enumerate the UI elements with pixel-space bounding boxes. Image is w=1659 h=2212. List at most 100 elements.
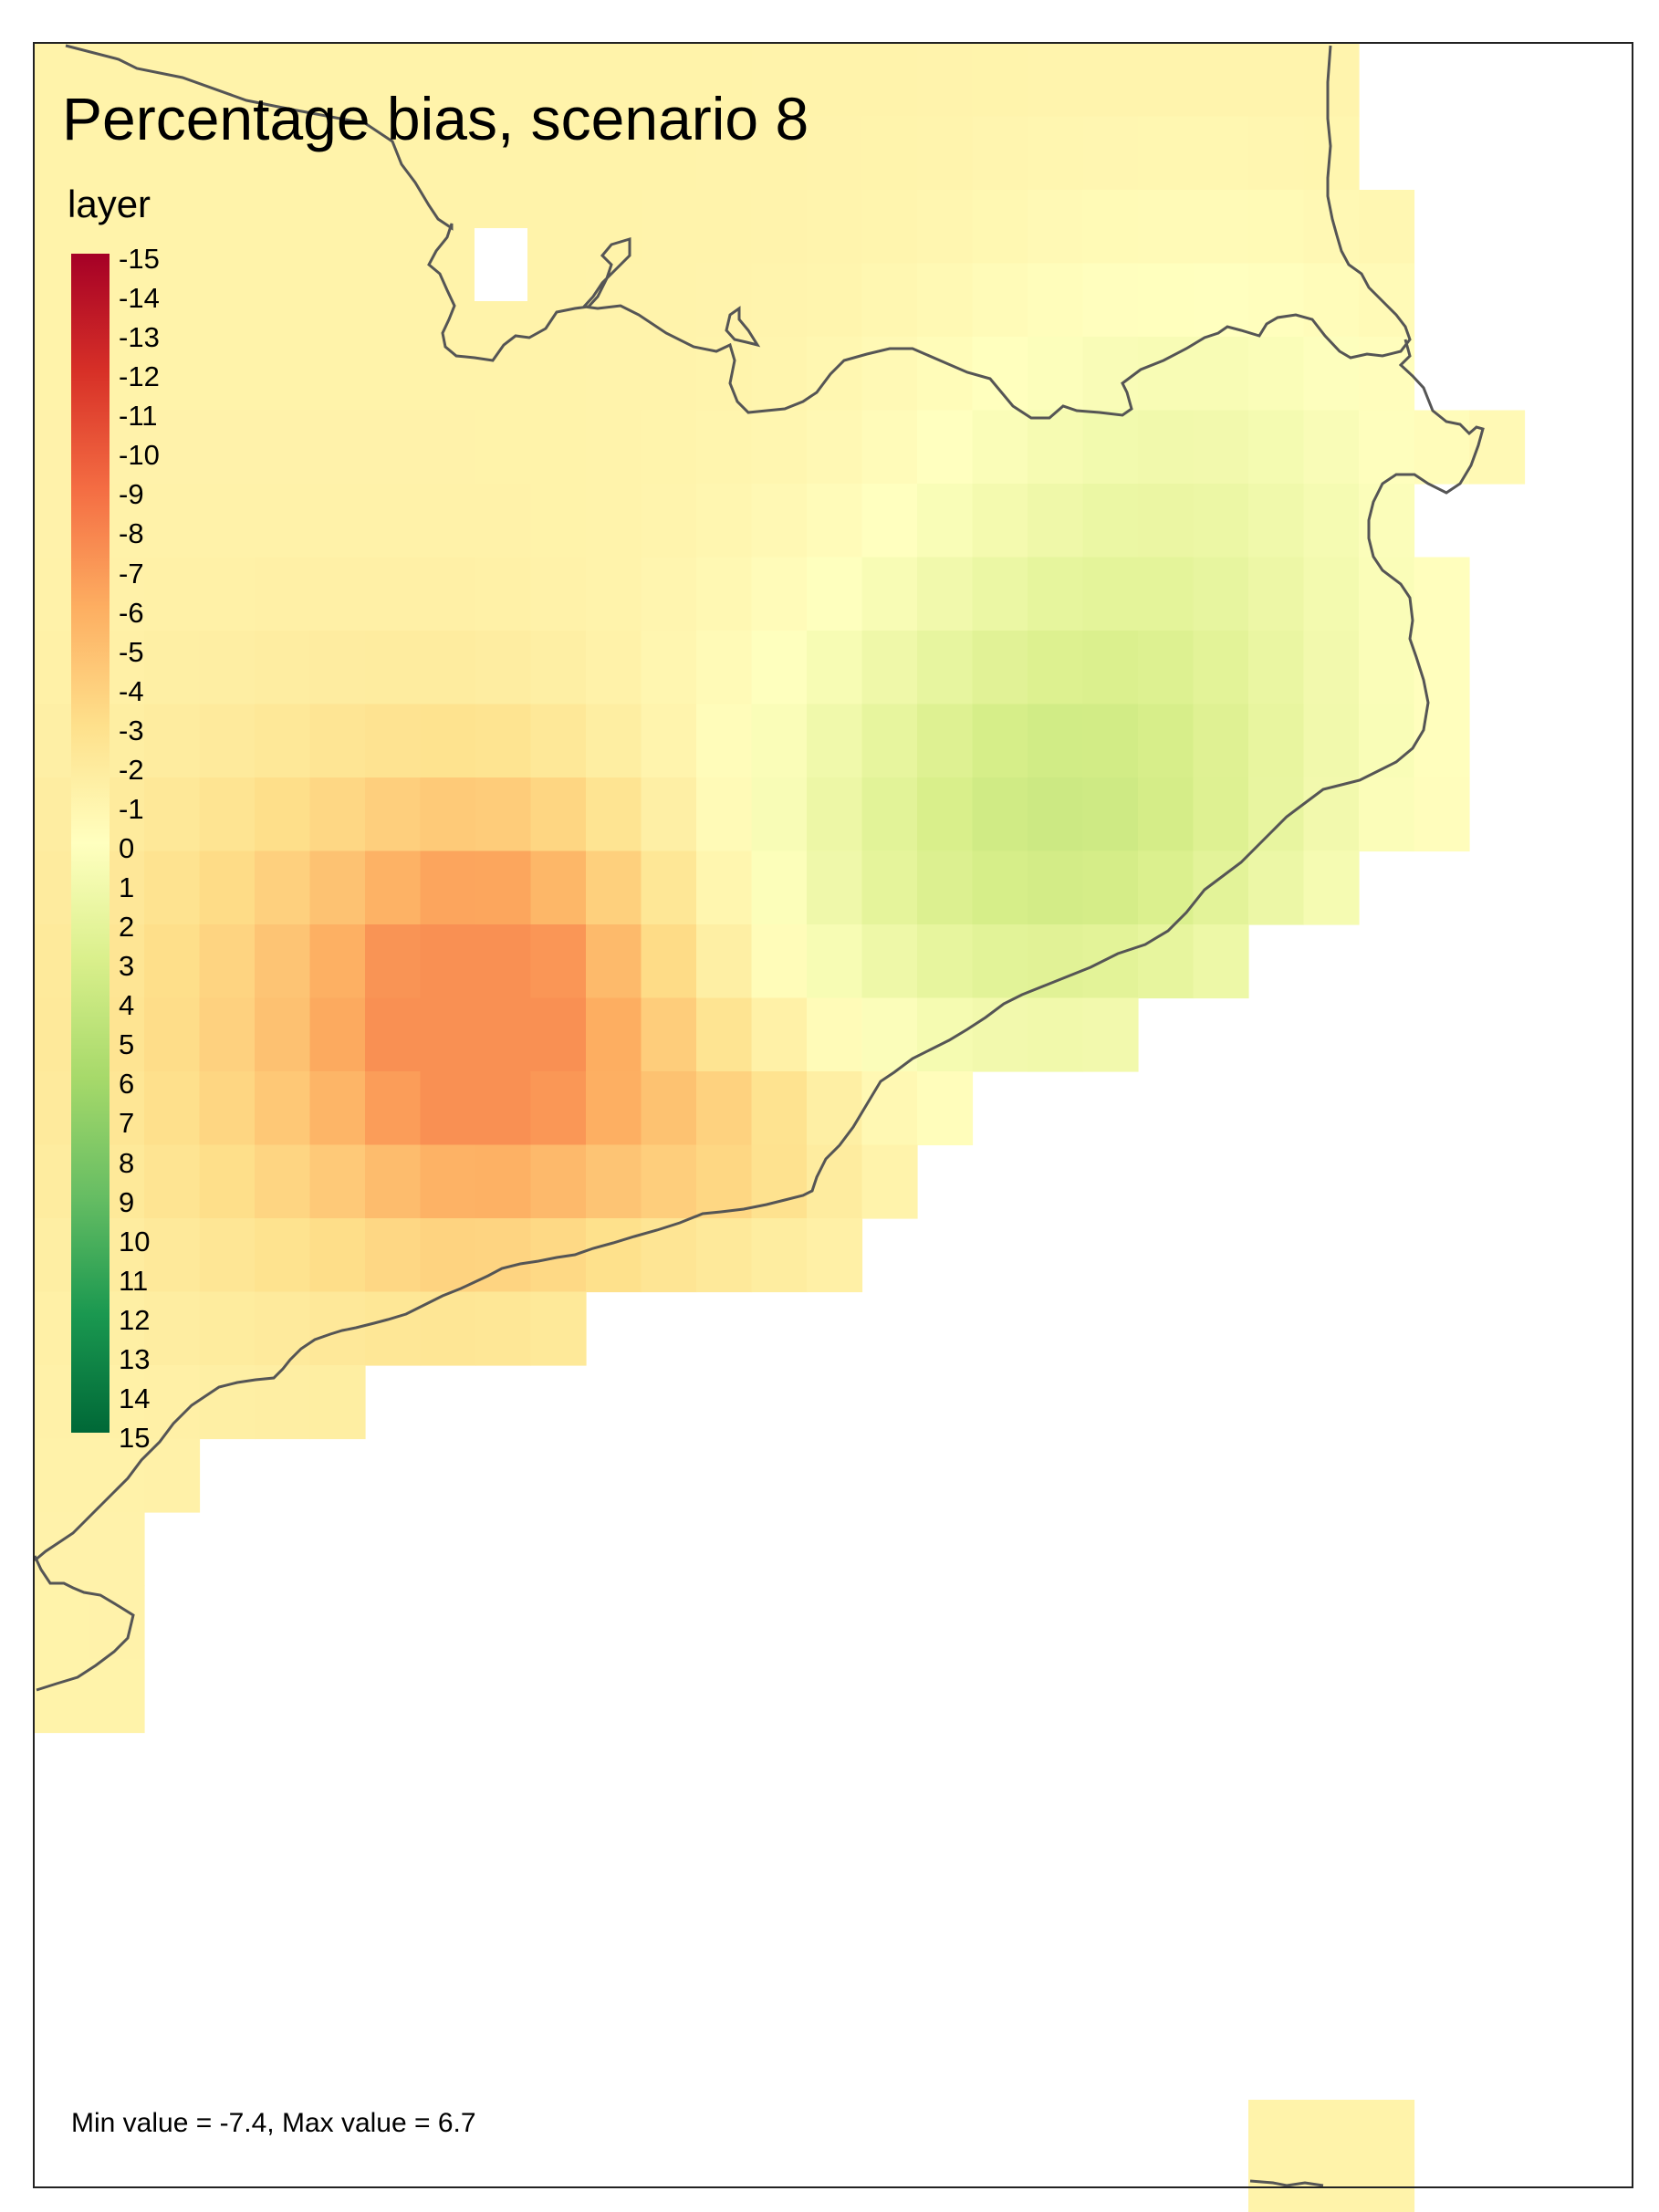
raster-cell <box>696 1071 753 1146</box>
raster-cell <box>696 924 753 999</box>
raster-cell <box>1303 631 1360 705</box>
raster-cell <box>199 704 256 778</box>
raster-cell <box>641 43 697 118</box>
raster-cell <box>1082 850 1139 925</box>
raster-cell <box>861 1144 918 1219</box>
raster-cell <box>144 263 201 338</box>
raster-cell <box>199 116 256 191</box>
raster-cell <box>861 704 918 778</box>
raster-cell <box>972 850 1028 925</box>
raster-cell <box>861 557 918 631</box>
raster-cell <box>255 704 311 778</box>
raster-cell <box>861 850 918 925</box>
raster-cell <box>1248 850 1305 925</box>
raster-cell <box>1248 484 1305 558</box>
raster-cell <box>586 190 642 265</box>
raster-cell <box>1303 777 1360 852</box>
raster-cell <box>365 557 422 631</box>
raster-cell <box>972 631 1028 705</box>
raster-cell <box>365 1218 422 1293</box>
raster-cell <box>309 704 366 778</box>
raster-cell <box>586 777 642 852</box>
raster-cell <box>751 1071 808 1146</box>
raster-cell <box>641 1071 697 1146</box>
raster-cell <box>144 116 201 191</box>
raster-cell <box>641 777 697 852</box>
coastline <box>1249 2179 1324 2187</box>
raster-cell <box>1082 116 1139 191</box>
raster-cell <box>1082 190 1139 265</box>
raster-cell <box>1303 410 1360 485</box>
legend-tick-label: 8 <box>119 1146 135 1179</box>
raster-cell <box>1193 704 1249 778</box>
raster-cell <box>255 116 311 191</box>
raster-cell <box>1082 631 1139 705</box>
raster-cell <box>1138 484 1195 558</box>
raster-cell <box>1193 116 1249 191</box>
raster-cell <box>144 337 201 412</box>
raster-cell <box>807 850 863 925</box>
raster-cell <box>586 850 642 925</box>
map-title: Percentage bias, scenario 8 <box>62 85 809 152</box>
raster-cell <box>641 484 697 558</box>
raster-cell <box>475 337 532 412</box>
raster-cell <box>1138 704 1195 778</box>
raster-cell <box>586 484 642 558</box>
raster-cell <box>89 1438 145 1513</box>
legend-tick-label: 3 <box>119 950 135 983</box>
raster-cell <box>530 263 587 338</box>
raster-cell <box>475 1144 532 1219</box>
raster-cell <box>1414 777 1470 852</box>
raster-cell <box>861 777 918 852</box>
raster-cell <box>199 850 256 925</box>
raster-cell <box>641 116 697 191</box>
raster-cell <box>641 850 697 925</box>
raster-cell <box>309 997 366 1072</box>
raster-cell <box>1193 410 1249 485</box>
raster-cell <box>309 410 366 485</box>
raster-cell <box>255 484 311 558</box>
raster-cell <box>972 997 1028 1072</box>
raster-cell <box>972 777 1028 852</box>
coastline <box>33 1555 135 1692</box>
legend-tick-label: 5 <box>119 1028 135 1061</box>
legend-tick-label: 1 <box>119 871 135 904</box>
legend-colorbar <box>71 254 110 1433</box>
raster-cell <box>751 484 808 558</box>
raster-cell <box>199 997 256 1072</box>
raster-cell <box>530 777 587 852</box>
raster-cell <box>309 631 366 705</box>
raster-cell <box>586 1218 642 1293</box>
raster-cell <box>199 337 256 412</box>
legend-tick-label: 10 <box>119 1225 151 1257</box>
legend-tick-label: 11 <box>119 1264 149 1297</box>
raster-cell <box>420 263 476 338</box>
raster-cell <box>420 1218 476 1293</box>
raster-cell <box>1082 997 1139 1072</box>
legend-tick-label: -8 <box>119 517 144 550</box>
raster-cell <box>530 337 587 412</box>
raster-cell <box>530 1071 587 1146</box>
raster-cell <box>641 704 697 778</box>
raster-cell <box>586 410 642 485</box>
raster-cell <box>1303 484 1360 558</box>
raster-cell <box>1028 704 1084 778</box>
raster-cell <box>365 190 422 265</box>
raster-cell <box>1303 557 1360 631</box>
raster-cell <box>917 704 974 778</box>
raster-cell <box>475 850 532 925</box>
raster-cell <box>530 997 587 1072</box>
raster-cell <box>530 924 587 999</box>
raster-cell <box>475 704 532 778</box>
raster-cell <box>309 263 366 338</box>
raster-cell <box>641 924 697 999</box>
raster-cell <box>1359 190 1415 265</box>
raster-cell <box>861 116 918 191</box>
raster-cell <box>530 1291 587 1366</box>
raster-cell <box>144 1071 201 1146</box>
raster-cell <box>1414 631 1470 705</box>
raster-cell <box>696 116 753 191</box>
legend-tick-label: 7 <box>119 1107 135 1140</box>
raster-cell <box>309 484 366 558</box>
raster-cell <box>1028 263 1084 338</box>
